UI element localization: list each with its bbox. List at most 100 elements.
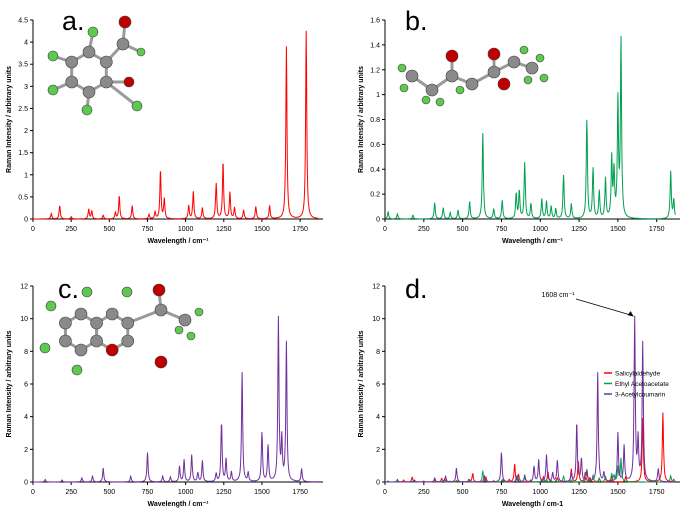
panel-label: d. (405, 274, 428, 304)
molecule-atom (39, 342, 51, 354)
molecule-atom (154, 355, 168, 369)
molecule-atom (90, 334, 103, 348)
molecule-atom (455, 85, 465, 95)
y-tick-label: 6 (24, 382, 28, 389)
molecule-atom (152, 283, 166, 297)
y-tick-label: 3.5 (18, 62, 28, 69)
molecule-atom (105, 343, 119, 357)
x-tick-label: 250 (65, 226, 77, 233)
x-axis-label: Wavelength / cm⁻¹ (147, 501, 209, 508)
molecule-atom (399, 83, 409, 93)
molecule-atom (425, 83, 439, 97)
molecule-atom (71, 364, 83, 376)
molecule-atom (105, 307, 119, 321)
y-tick-label: 4 (24, 40, 28, 47)
chart-panel-2: 0 250 500 750 1000 1250 1500 1750 0 0.2 0.4 0.6 0.8 1… (358, 6, 680, 245)
molecule-atom (81, 286, 93, 298)
x-tick-label: 750 (496, 226, 508, 233)
x-tick-label: 1500 (610, 489, 626, 496)
panel-label: a. (62, 6, 85, 36)
molecule-atom (47, 50, 59, 62)
molecule-atom (81, 104, 93, 116)
y-tick-label: 1 (376, 92, 380, 99)
legend-entry: Salicylaldehyde (615, 371, 661, 378)
legend-entry: 3-Acetylcoumarin (615, 392, 666, 399)
y-tick-label: 4 (376, 414, 380, 421)
panel-label: c. (58, 274, 79, 304)
y-axis-label: Raman Intensity / arbitrary units (358, 330, 365, 437)
y-tick-label: 1.6 (370, 18, 380, 25)
molecule-atom (59, 334, 72, 348)
x-tick-label: 1000 (532, 489, 548, 496)
y-tick-label: 2 (24, 128, 28, 135)
legend-entry: Ethyl Acetoacetate (615, 381, 669, 388)
molecule-atom (59, 316, 72, 330)
y-tick-label: 4 (24, 414, 28, 421)
series-line-3-acetylcoumarin (385, 315, 676, 483)
molecule-atom (65, 55, 78, 69)
y-axis-label: Raman Intensity / arbitrary units (358, 66, 365, 173)
x-tick-label: 1750 (649, 489, 665, 496)
y-tick-label: 1.5 (18, 150, 28, 157)
molecule-atom (45, 300, 57, 312)
x-tick-label: 500 (457, 489, 469, 496)
x-tick-label: 0 (383, 226, 387, 233)
molecule-atom (194, 307, 204, 317)
x-tick-label: 0 (383, 489, 387, 496)
y-tick-label: 1.2 (370, 67, 380, 74)
y-tick-label: 0.6 (370, 142, 380, 149)
molecule-atom (535, 53, 545, 63)
x-tick-label: 1750 (292, 226, 308, 233)
y-tick-label: 2.5 (18, 106, 28, 113)
y-tick-label: 0 (24, 217, 28, 224)
series-line-1 (33, 30, 319, 220)
molecule-atom (421, 95, 431, 105)
x-tick-label: 1000 (178, 489, 194, 496)
x-tick-label: 1500 (254, 226, 270, 233)
y-tick-label: 0.5 (18, 194, 28, 201)
x-axis-label: Wavelength / cm-1 (502, 501, 563, 508)
x-tick-label: 1500 (610, 226, 626, 233)
x-tick-label: 1250 (571, 489, 587, 496)
molecule-atom (47, 84, 59, 96)
molecule-atom (131, 100, 143, 112)
molecule-atom (116, 37, 130, 51)
chart-panel-1: 0 250 500 750 1000 1250 1500 1750 0 0.5 1 1.5 2 2.5 3 3… (6, 6, 323, 245)
molecule-atom (136, 47, 146, 57)
y-tick-label: 0 (24, 480, 28, 487)
y-axis-label: Raman Intensity / arbitrary units (6, 66, 13, 173)
y-tick-label: 2 (24, 447, 28, 454)
y-tick-label: 1.4 (370, 42, 380, 49)
molecule-bond (105, 80, 138, 108)
molecule-atom (74, 343, 88, 357)
chart-panel-3: 0 250 500 750 1000 1250 1500 1750 0 2 4 6 8 10 12 Wavel… (6, 274, 323, 508)
y-tick-label: 0 (376, 480, 380, 487)
y-axis-label: Raman Intensity / arbitrary units (6, 330, 13, 437)
molecule-atom (465, 77, 479, 91)
molecule-atom (90, 316, 103, 330)
molecule-atom (154, 303, 168, 317)
x-tick-label: 500 (103, 226, 115, 233)
series-line-1 (384, 35, 676, 220)
molecule-atom (487, 47, 501, 61)
chart-panel-4: 0 250 500 750 1000 1250 1500 1750 0 2 4 6 8 10 12 Wavel… (358, 274, 680, 508)
molecule-atom (178, 313, 192, 327)
x-tick-label: 250 (418, 489, 430, 496)
y-tick-label: 6 (376, 382, 380, 389)
annotation-arrowhead (627, 311, 634, 317)
y-tick-label: 8 (376, 349, 380, 356)
x-tick-label: 1000 (178, 226, 194, 233)
molecule-atom (121, 334, 135, 348)
x-tick-label: 750 (142, 489, 154, 496)
y-tick-label: 1 (24, 172, 28, 179)
molecule-atom (445, 49, 459, 63)
x-tick-label: 750 (496, 489, 508, 496)
x-tick-label: 1250 (216, 489, 232, 496)
molecule-atom (539, 73, 549, 83)
y-tick-label: 12 (372, 284, 380, 291)
x-tick-label: 1250 (571, 226, 587, 233)
molecule-atom (74, 307, 88, 321)
x-tick-label: 250 (418, 226, 430, 233)
y-tick-label: 12 (20, 284, 28, 291)
